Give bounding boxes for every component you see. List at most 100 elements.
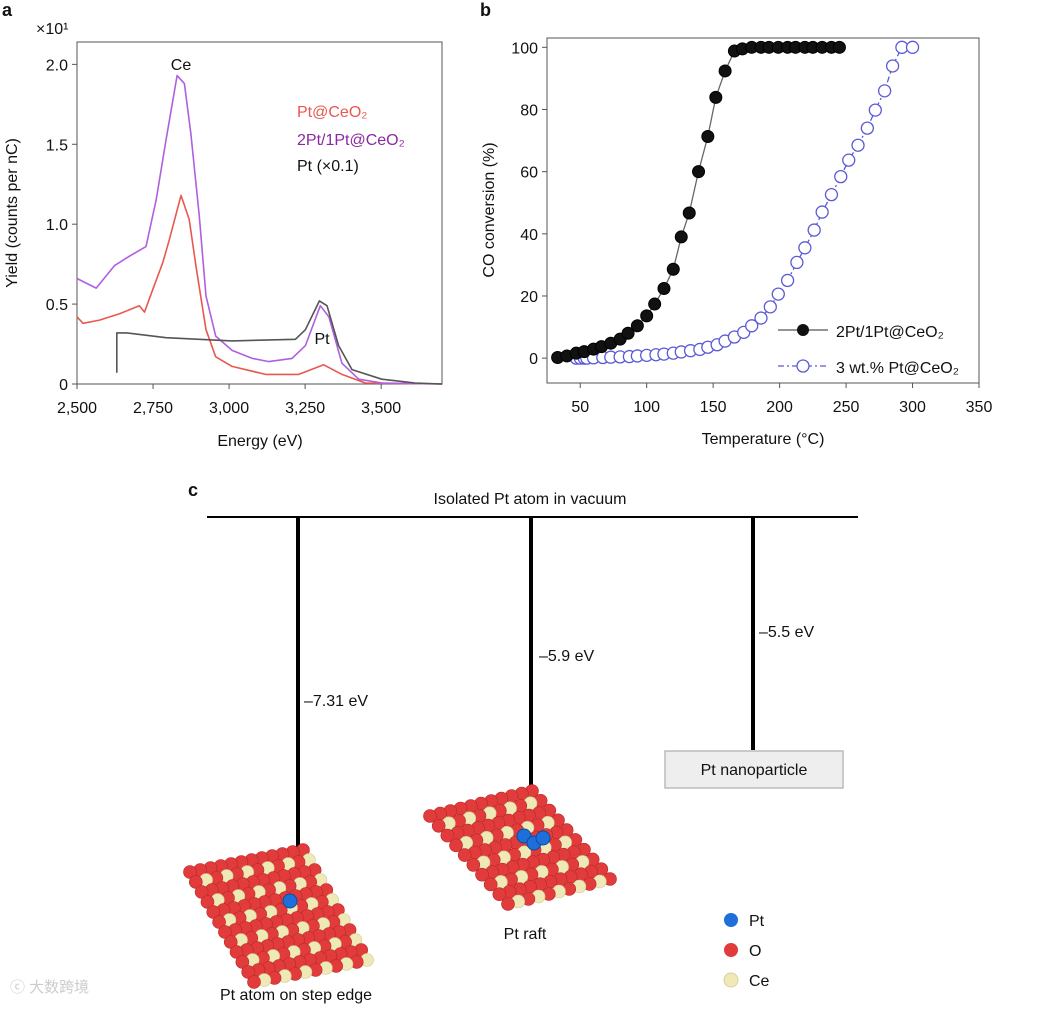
x-tick-label: 3,500 [361,400,401,417]
data-point-3wt [868,103,882,117]
legend-label-pt-ceo2: Pt@CeO₂ [297,104,367,121]
y-axis-label-a: Yield (counts per nC) [4,138,21,288]
y-tick-label: 0 [529,351,538,368]
data-point-3wt [790,255,804,270]
atom-o [449,838,463,853]
atom-pt [282,893,298,909]
x-tick-label: 3,250 [285,400,325,417]
x-tick-label: 2,750 [133,400,173,417]
data-point-2pt [674,230,688,244]
data-point-3wt [860,121,874,135]
atom-o [483,877,498,892]
data-point-3wt [842,153,856,167]
data-point-2pt [832,40,846,54]
y-tick-label: 20 [520,289,538,306]
data-point-3wt [824,187,839,202]
data-point-2pt [701,130,715,144]
data-point-2pt [692,165,706,179]
atom-o [247,975,261,989]
legend-label-2pt-1pt: 2Pt/1Pt@CeO₂ [836,324,944,341]
nanoparticle-box [664,750,844,789]
annotation-ce: Ce [171,57,192,74]
energy-diagram: Isolated Pt atom in vacuum –7.31 eV –5.9… [183,491,858,1004]
x-tick-label: 50 [571,399,589,416]
panel-label-c: c [188,480,198,500]
y-tick-label: 40 [520,227,538,244]
y-tick-label: 1.0 [46,217,68,234]
legend-b: 2Pt/1Pt@CeO₂ 3 wt.% Pt@CeO₂ [778,324,959,377]
watermark: ⓒ 大数跨境 [10,978,89,996]
legend-atom-o-icon [724,943,738,957]
data-point-3wt [798,241,812,255]
legend-atom-pt-icon [724,913,738,927]
y-tick-label: 60 [520,165,538,182]
legend-atom-ce-label: Ce [749,973,770,990]
y-tick-label: 1.5 [46,137,68,154]
legend-atom-ce-icon [723,972,739,988]
x-tick-label: 150 [700,399,727,416]
series-line-0 [76,194,443,385]
data-point-2pt [657,282,671,296]
x-tick-label: 3,000 [209,400,249,417]
data-point-2pt [630,319,644,333]
data-point-3wt [745,319,759,333]
atom-o [440,828,455,843]
vacuum-level-label: Isolated Pt atom in vacuum [434,491,627,508]
atom-pt [535,830,551,846]
x-tick-label: 300 [899,399,926,416]
x-tick-label: 100 [633,399,660,416]
legend-marker-filled [797,324,809,336]
data-point-3wt [877,84,892,98]
series-line-1 [76,74,443,385]
panel-label-b: b [480,0,491,20]
y-tick-label: 0.5 [46,297,68,314]
y-tick-label: 80 [520,102,538,119]
atom-o [423,809,437,823]
data-point-3wt [851,138,865,152]
energy-label-nanoparticle: –5.5 eV [759,624,814,641]
data-point-3wt [754,311,768,325]
atom-o [501,897,515,911]
data-point-2pt [718,64,732,78]
series-line-2 [116,300,443,385]
data-point-3wt [763,300,777,314]
energy-label-raft: –5.9 eV [539,648,594,665]
legend-label-2pt-1pt-ceo2: 2Pt/1Pt@CeO₂ [297,132,405,149]
series-line-3wt [576,46,913,359]
x-tick-label: 2,500 [57,400,97,417]
data-point-2pt [621,326,635,340]
data-point-3wt [885,59,900,73]
data-point-3wt [780,273,795,288]
x-tick-label: 250 [833,399,860,416]
data-point-2pt [709,90,723,104]
chart-a: ×10¹ Energy (eV) Yield (counts per nC) C… [4,21,443,450]
plot-area-b [546,37,980,384]
legend-label-3wt: 3 wt.% Pt@CeO₂ [836,360,959,377]
atom-legend: Pt O Ce [723,913,770,990]
atomic-structures [183,784,617,989]
panel-label-a: a [2,0,13,20]
y-axis-label-b: CO conversion (%) [481,142,498,277]
nanoparticle-label: Pt nanoparticle [701,762,808,779]
atom-o [466,858,481,872]
y-multiplier: ×10¹ [36,21,68,38]
x-tick-label: 350 [966,399,993,416]
y-tick-label: 0 [59,377,68,394]
legend-atom-o-label: O [749,943,761,960]
x-axis-label-a: Energy (eV) [217,433,302,450]
atom-o [492,887,507,902]
data-point-2pt [666,262,680,276]
legend-marker-open [796,359,810,373]
data-point-2pt [682,206,696,220]
data-point-3wt [905,40,920,54]
raft-label: Pt raft [504,926,547,943]
energy-label-step-edge: –7.31 eV [304,693,368,710]
legend-atom-pt-label: Pt [749,913,765,930]
x-tick-label: 200 [766,399,793,416]
x-axis-label-b: Temperature (°C) [702,431,825,448]
step-edge-label: Pt atom on step edge [220,987,372,1004]
legend-a: Pt@CeO₂ 2Pt/1Pt@CeO₂ Pt (×0.1) [297,104,405,175]
atom-o [431,818,446,833]
y-tick-label: 100 [511,40,538,57]
